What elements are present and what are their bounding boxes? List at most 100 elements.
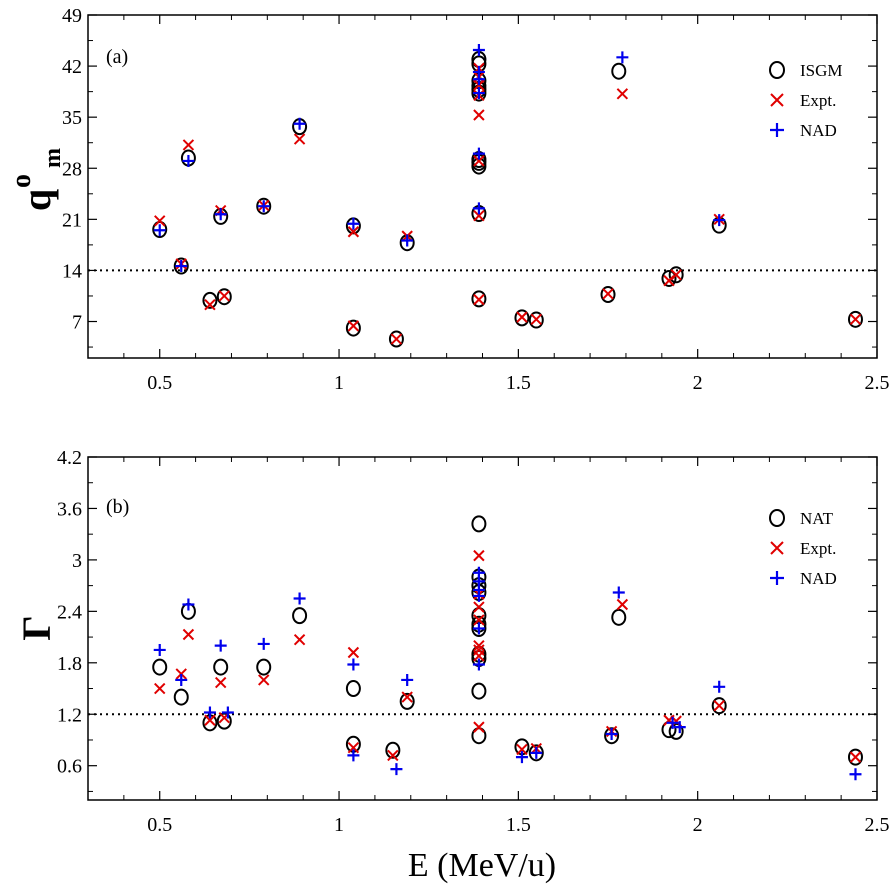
y-axis-title-sup-a: o — [6, 174, 37, 188]
legend-marker-nad-a — [770, 123, 784, 137]
x-tick-label-b: 2.5 — [865, 814, 890, 836]
y-axis-title-sub-a: m — [40, 148, 66, 168]
point-expt-a — [473, 209, 485, 222]
point-expt-b — [387, 749, 399, 762]
legend-label-isgm: ISGM — [800, 61, 843, 80]
x-tick-label-a: 0.5 — [147, 372, 172, 394]
point-isgm-a — [216, 288, 232, 306]
point-nad-b — [175, 673, 188, 686]
y-tick-label-b: 3.6 — [57, 498, 82, 520]
point-nat-b — [385, 741, 401, 759]
panel-label-b: (b) — [106, 496, 129, 518]
point-nat-b — [292, 607, 308, 625]
point-expt-a — [670, 269, 682, 281]
y-tick-label-b: 4.2 — [57, 447, 82, 469]
point-expt-a — [347, 320, 360, 332]
point-expt-b — [473, 721, 485, 733]
point-isgm-a — [256, 197, 272, 215]
y-tick-label-a: 35 — [62, 107, 82, 129]
point-nad-b — [182, 598, 195, 611]
legend-item-expt-a: Expt. — [770, 91, 836, 110]
point-isgm-a — [847, 310, 863, 328]
point-nad-b — [293, 592, 306, 605]
y-tick-label-a: 21 — [62, 209, 82, 231]
x-tick-label-b: 1 — [334, 814, 344, 836]
point-nad-b — [472, 658, 485, 671]
legend-label-expt-b: Expt. — [800, 539, 836, 558]
point-expt-a — [293, 133, 306, 145]
y-tick-label-a: 49 — [62, 5, 82, 27]
point-isgm-a — [471, 290, 487, 308]
point-expt-a — [390, 333, 403, 345]
point-expt-b — [473, 639, 485, 652]
point-expt-b — [473, 549, 485, 562]
y-tick-label-b: 1.2 — [57, 704, 82, 726]
point-nad-a — [616, 51, 629, 64]
point-nad-b — [347, 658, 360, 671]
ticks-b: 0.5 1 1.5 2 2.5 0.6 1.2 1.8 2.4 3 3.6 4.2 — [57, 447, 890, 836]
point-nat-b — [528, 744, 544, 762]
point-expt-a — [849, 313, 862, 326]
point-nad-a — [257, 200, 270, 213]
x-tick-label-b: 1.5 — [506, 814, 531, 836]
point-expt-b — [214, 676, 227, 689]
point-expt-a — [347, 226, 360, 238]
legend-item-isgm: ISGM — [769, 61, 843, 80]
point-isgm-a — [173, 257, 189, 275]
point-nad-b — [214, 639, 227, 652]
point-nad-b — [257, 637, 270, 650]
x-axis-title: E (MeV/u) — [408, 847, 556, 884]
point-expt-b — [849, 751, 862, 763]
legend-marker-isgm — [769, 61, 785, 79]
point-expt-b — [347, 646, 360, 659]
legend-a: ISGM Expt. NAD — [769, 61, 843, 140]
point-nad-b — [347, 749, 360, 762]
y-tick-label-a: 42 — [62, 56, 82, 78]
y-tick-label-b: 0.6 — [57, 756, 82, 778]
point-nat-b — [611, 608, 627, 626]
panel-label-a: (a) — [106, 46, 128, 68]
legend-label-nat: NAT — [800, 509, 834, 528]
point-isgm-a — [528, 311, 544, 329]
point-expt-a — [473, 155, 485, 167]
legend-label-nad-b: NAD — [800, 569, 837, 588]
point-expt-a — [616, 88, 629, 100]
point-nad-a — [472, 65, 485, 78]
legend-item-nad-a: NAD — [770, 121, 837, 140]
data-marks-a — [152, 44, 863, 348]
y-axis-title-b: Γ — [14, 615, 59, 640]
point-expt-a — [530, 313, 543, 326]
data-marks-b — [152, 515, 863, 781]
point-nad-b — [673, 721, 686, 734]
point-nad-b — [849, 768, 862, 781]
panel-a: (a) q o m 0.5 1 1.5 2 2.5 7 14 21 28 35 42 49 ISGM … — [6, 5, 890, 394]
legend-item-nat: NAT — [769, 509, 834, 528]
point-nat-b — [173, 688, 189, 706]
y-axis-title-main-a: q — [14, 189, 59, 211]
point-expt-a — [473, 293, 485, 306]
y-tick-label-b: 3 — [72, 550, 82, 572]
legend-label-expt-a: Expt. — [800, 91, 836, 110]
point-nat-b — [213, 658, 229, 676]
x-tick-label-a: 2 — [693, 372, 703, 394]
legend-marker-nad-b — [770, 571, 784, 585]
point-expt-b — [293, 633, 306, 646]
point-nat-b — [345, 680, 361, 698]
point-nat-b — [471, 682, 487, 700]
point-nad-b — [605, 727, 618, 740]
point-nad-a — [472, 147, 485, 160]
point-expt-b — [182, 628, 195, 641]
point-nad-a — [472, 44, 485, 57]
point-expt-b — [258, 674, 270, 686]
point-expt-a — [154, 215, 166, 227]
point-nat-b — [399, 692, 415, 710]
legend-marker-expt-b — [770, 541, 784, 555]
point-nad-a — [713, 214, 726, 227]
point-nad-b — [612, 586, 625, 599]
point-nad-b — [221, 706, 234, 719]
point-isgm-a — [600, 286, 616, 304]
panel-b: (b) Γ E (MeV/u) 0.5 1 1.5 2 2.5 0.6 1.2 1.8 2.4 3… — [14, 447, 890, 884]
legend-item-expt-b: Expt. — [770, 539, 836, 558]
point-nad-b — [472, 566, 485, 579]
